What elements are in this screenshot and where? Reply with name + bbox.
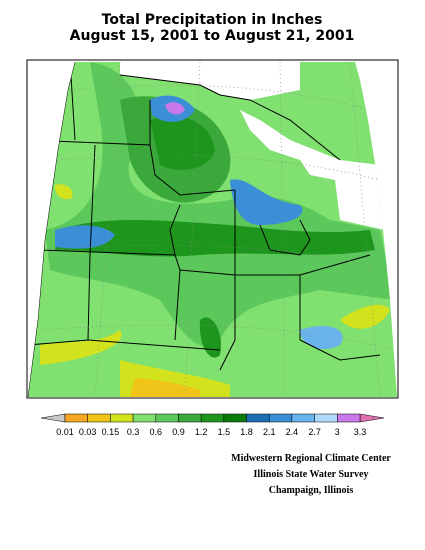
legend-swatch [337,413,361,423]
legend-swatch [155,413,179,423]
legend-swatch [246,413,270,423]
title-line: Total Precipitation in Inches [102,12,323,28]
title-line: August 15, 2001 to August 21, 2001 [70,28,355,44]
legend-swatch [64,413,88,423]
legend-swatch [314,413,338,423]
legend-label: 0.03 [79,427,97,437]
legend-swatch [110,413,134,423]
legend-swatch [223,413,247,423]
legend-label: 2.7 [308,427,321,437]
legend-label: 1.5 [218,427,231,437]
legend-label: 0.3 [127,427,140,437]
legend-label: 2.1 [263,427,276,437]
legend-label: 0.6 [150,427,163,437]
legend-arrow [359,413,385,423]
legend-swatch [87,413,111,423]
legend-swatch [200,413,225,423]
legend-swatch [178,413,202,423]
credit: Illinois State Water Survey [254,469,369,480]
legend-arrow [40,413,66,423]
legend-label: 2.4 [286,427,299,437]
legend-swatch [291,413,315,423]
credit: Champaign, Illinois [269,485,354,496]
legend-swatch [132,413,157,423]
legend-label: 0.9 [172,427,185,437]
legend-label: 3.3 [354,427,367,437]
legend: 0.01 0.03 0.15 0.3 0.6 0.9 1.2 1.5 1.8 2.1 2.4 2.7 3… [40,413,385,437]
legend-label: 3 [335,427,340,437]
legend-label: 1.8 [240,427,253,437]
credit: Midwestern Regional Climate Center [231,453,391,464]
legend-label: 0.01 [56,427,74,437]
map [26,59,399,399]
legend-swatch [268,413,293,423]
legend-label: 0.15 [102,427,120,437]
legend-label: 1.2 [195,427,208,437]
